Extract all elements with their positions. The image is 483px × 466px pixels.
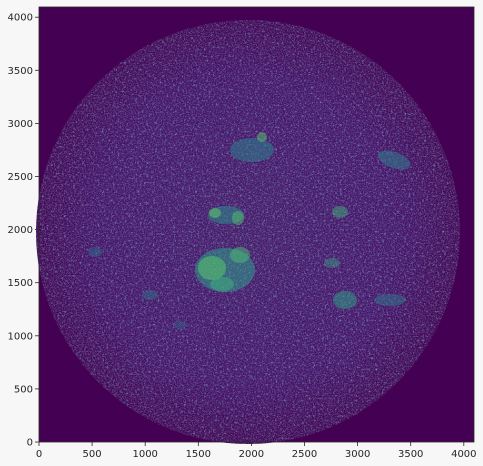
x-tick-label: 1500 — [186, 449, 211, 460]
y-tick-label: 3500 — [8, 66, 33, 77]
y-tick-label: 2500 — [8, 172, 33, 183]
y-tick-label: 500 — [14, 384, 33, 395]
x-tick-label: 1000 — [132, 449, 157, 460]
active-region-north — [230, 138, 274, 162]
y-tick-label: 1500 — [8, 278, 33, 289]
active-region-southeast — [333, 291, 357, 309]
plot-frame — [38, 6, 475, 443]
x-tick-label: 3000 — [345, 449, 370, 460]
x-tick-label: 2500 — [292, 449, 317, 460]
x-tick-label: 4000 — [451, 449, 476, 460]
x-tick-label: 3500 — [398, 449, 423, 460]
y-tick-label: 2000 — [8, 225, 33, 236]
y-tick-label: 0 — [27, 438, 33, 449]
y-tick-label: 3000 — [8, 119, 33, 130]
y-tick-label: 4000 — [8, 13, 33, 24]
active-region-northeast — [377, 150, 411, 170]
x-tick-label: 0 — [36, 449, 42, 460]
x-axis: 0 500 1000 1500 2000 2500 3000 3500 4000 — [36, 442, 477, 460]
y-tick-label: 1000 — [8, 331, 33, 342]
y-axis: 0 500 1000 1500 2000 2500 3000 3500 4000 — [8, 13, 39, 449]
x-tick-label: 500 — [83, 449, 102, 460]
x-tick-label: 2000 — [239, 449, 264, 460]
solar-disk — [36, 20, 460, 444]
active-regions — [88, 132, 411, 329]
active-region-east — [332, 206, 348, 218]
